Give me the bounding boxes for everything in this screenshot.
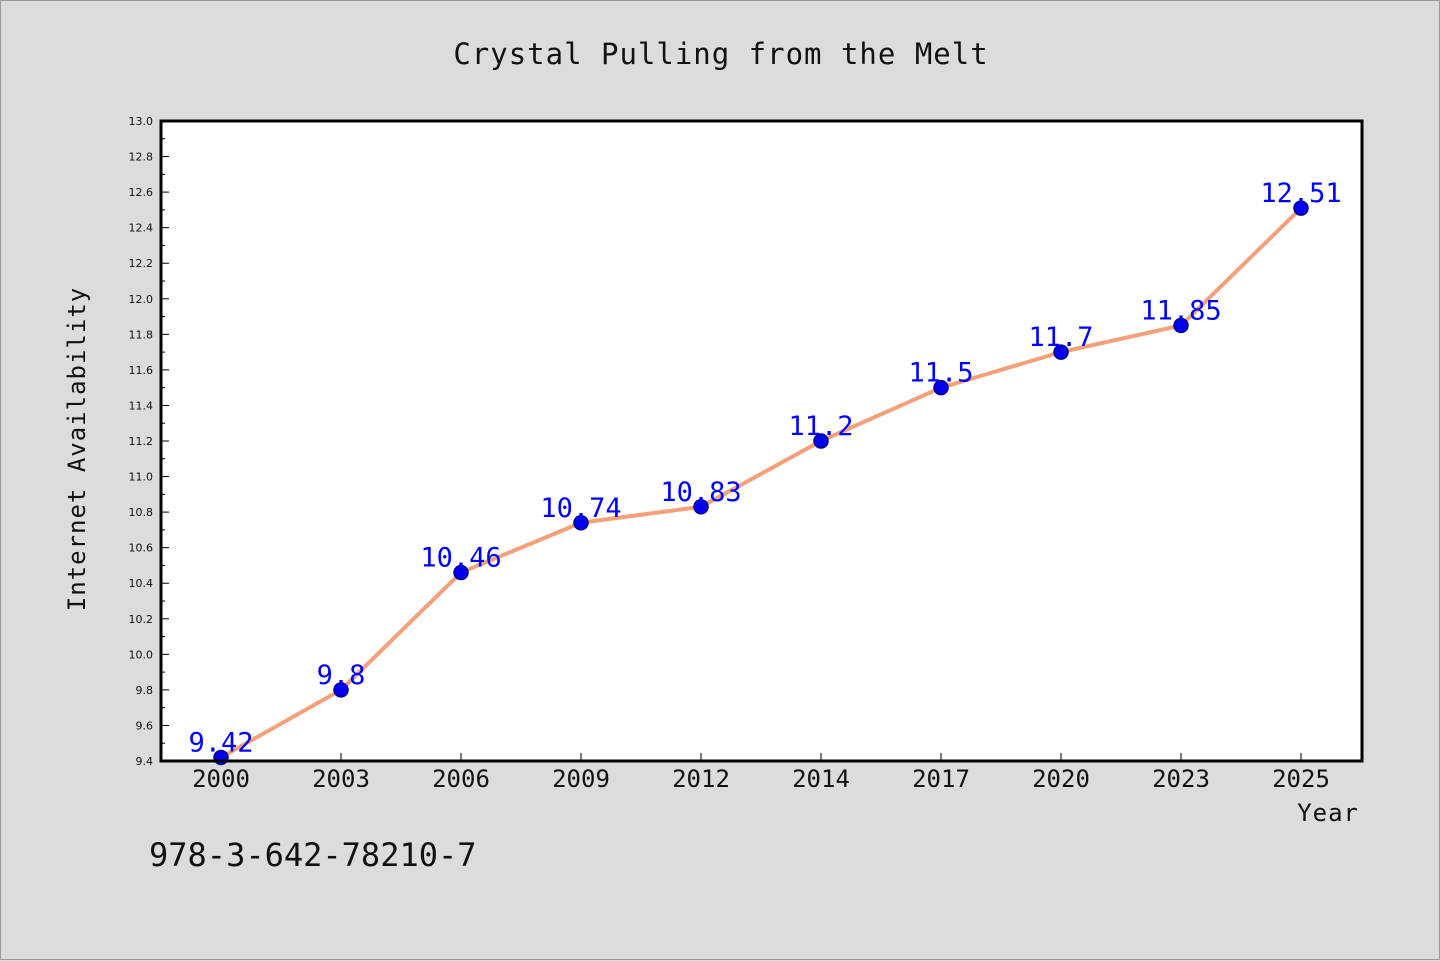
data-point-marker: [1173, 317, 1189, 334]
y-tick-label: 13.0: [129, 115, 154, 128]
y-tick-label: 12.6: [129, 186, 154, 199]
y-tick-label: 10.8: [129, 506, 154, 519]
x-tick-label: 2020: [1032, 765, 1090, 793]
x-axis: 2000 2003 2006 2009 2012 2014 2017 2020 2023 2025: [192, 753, 1330, 793]
y-tick-label: 12.0: [129, 293, 154, 306]
y-tick-label: 11.8: [129, 328, 154, 341]
chart-title: Crystal Pulling from the Melt: [453, 37, 988, 71]
isbn-identifier: 978-3-642-78210-7: [149, 836, 477, 874]
x-tick-label: 2003: [312, 765, 370, 793]
series-line-group: [219, 206, 1303, 760]
y-tick-label: 10.0: [129, 648, 154, 661]
data-point-marker: [333, 682, 349, 698]
x-tick-label: 2009: [552, 765, 610, 793]
x-tick-label: 2025: [1272, 765, 1330, 793]
data-label: 9.42: [188, 727, 253, 758]
data-label: 9.8: [317, 660, 366, 691]
data-label: 11.7: [1028, 322, 1093, 353]
y-axis-title: Internet Availability: [63, 287, 91, 611]
plot-area: [161, 121, 1362, 761]
data-point-marker: [453, 564, 469, 581]
x-tick-label: 2006: [432, 765, 490, 793]
y-tick-label: 9.6: [136, 719, 154, 732]
x-tick-label: 2000: [192, 765, 250, 793]
y-tick-label: 12.4: [129, 222, 154, 235]
plot-frame: [159, 119, 1364, 763]
data-label: 10.46: [420, 543, 501, 574]
data-label: 10.83: [660, 477, 741, 508]
x-tick-label: 2012: [672, 765, 730, 793]
data-point-marker: [1293, 200, 1309, 216]
x-tick-label: 2014: [792, 765, 850, 793]
data-label: 11.2: [788, 411, 853, 442]
x-tick-label: 2023: [1152, 765, 1210, 793]
y-tick-label: 11.2: [129, 435, 154, 448]
data-point-marker: [1053, 344, 1069, 360]
y-tick-label: 10.2: [129, 613, 154, 626]
data-label: 10.74: [540, 493, 621, 524]
x-axis-title: Year: [1297, 799, 1359, 827]
data-label: 11.85: [1140, 295, 1221, 326]
data-label-group: 9.42 9.8 10.46 10.74 10.83 11.2 11.5 11.7 11.85 1…: [188, 178, 1341, 758]
y-tick-label: 11.0: [129, 471, 154, 484]
y-tick-label: 9.8: [136, 684, 154, 697]
data-label: 12.51: [1260, 178, 1341, 209]
y-tick-label: 12.8: [129, 151, 154, 164]
data-point-marker: [933, 379, 949, 396]
y-tick-label: 11.4: [129, 399, 154, 412]
x-tick-label: 2017: [912, 765, 970, 793]
series-line: [219, 206, 1303, 760]
y-axis: 9.4 9.6 9.8 10.0 10.2 10.4 10.6 10.8 11.0 11.2 11.…: [129, 115, 169, 768]
data-point-marker: [813, 433, 829, 449]
data-point-marker: [693, 499, 709, 515]
y-tick-label: 9.4: [136, 755, 154, 768]
y-tick-label: 11.6: [129, 364, 154, 377]
y-tick-label: 10.4: [129, 577, 154, 590]
data-label: 11.5: [908, 358, 973, 389]
marker-group: [213, 200, 1309, 766]
y-tick-label: 12.2: [129, 257, 154, 270]
y-tick-label: 10.6: [129, 542, 154, 555]
data-point-marker: [573, 515, 589, 531]
